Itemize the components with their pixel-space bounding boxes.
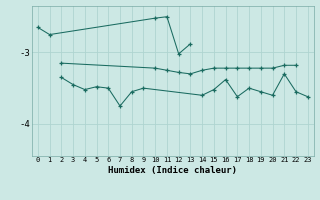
X-axis label: Humidex (Indice chaleur): Humidex (Indice chaleur)	[108, 166, 237, 175]
